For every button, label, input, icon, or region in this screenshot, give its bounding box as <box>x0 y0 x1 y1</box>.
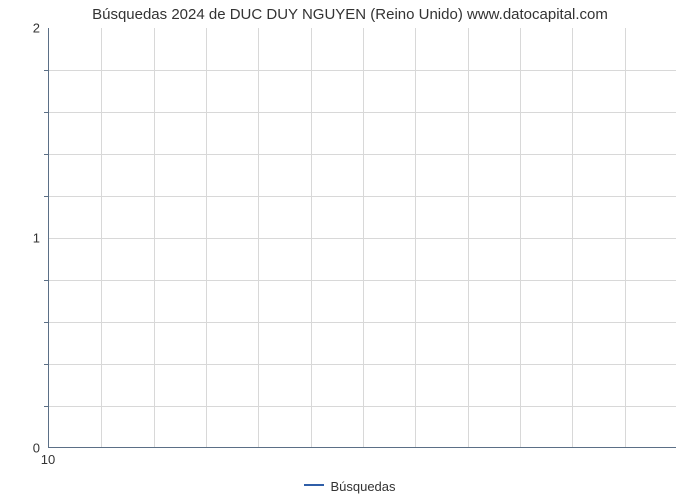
y-axis-minor-tick <box>44 406 48 407</box>
gridline-vertical <box>206 28 207 447</box>
x-axis-tick-label: 10 <box>41 452 55 467</box>
legend-label: Búsquedas <box>330 479 395 494</box>
gridline-vertical <box>101 28 102 447</box>
y-axis-minor-tick <box>44 70 48 71</box>
chart-container: Búsquedas 2024 de DUC DUY NGUYEN (Reino … <box>0 0 700 500</box>
y-axis-minor-tick <box>44 364 48 365</box>
gridline-vertical <box>258 28 259 447</box>
gridline-vertical <box>415 28 416 447</box>
y-axis-tick-label: 2 <box>10 21 40 36</box>
gridline-vertical <box>311 28 312 447</box>
y-axis-minor-tick <box>44 154 48 155</box>
gridline-vertical <box>468 28 469 447</box>
gridline-vertical <box>154 28 155 447</box>
gridline-vertical <box>520 28 521 447</box>
legend: Búsquedas <box>0 478 700 494</box>
y-axis-minor-tick <box>44 112 48 113</box>
legend-swatch-icon <box>304 484 324 486</box>
y-axis-tick-label: 1 <box>10 231 40 246</box>
chart-title: Búsquedas 2024 de DUC DUY NGUYEN (Reino … <box>0 6 700 23</box>
gridline-vertical <box>625 28 626 447</box>
plot-area <box>48 28 676 448</box>
y-axis-minor-tick <box>44 196 48 197</box>
y-axis-tick-label: 0 <box>10 441 40 456</box>
y-axis-minor-tick <box>44 322 48 323</box>
y-axis-minor-tick <box>44 280 48 281</box>
gridline-vertical <box>572 28 573 447</box>
gridline-vertical <box>363 28 364 447</box>
